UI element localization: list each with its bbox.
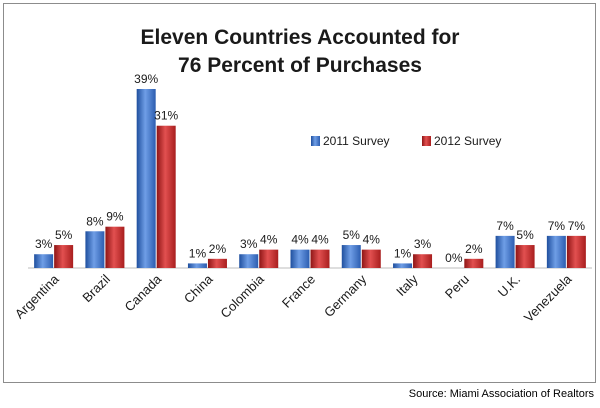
legend-swatch-2011	[311, 136, 320, 146]
bar-2011-colombia	[239, 254, 259, 268]
bar-2011-germany	[341, 245, 361, 268]
data-label-2012-germany: 4%	[363, 233, 381, 247]
bar-2011-canada	[136, 89, 156, 268]
category-label-peru: Peru	[442, 272, 472, 302]
category-label-uk: U.K.	[495, 272, 523, 300]
bar-2012-germany	[361, 249, 381, 268]
category-label-germany: Germany	[321, 271, 370, 320]
data-label-2011-argentina: 3%	[35, 237, 53, 251]
category-label-france: France	[279, 272, 318, 311]
category-label-china: China	[181, 271, 216, 306]
data-label-2012-colombia: 4%	[260, 233, 278, 247]
bar-2011-france	[290, 249, 310, 268]
data-label-2011-colombia: 3%	[240, 237, 258, 251]
bar-2012-colombia	[259, 249, 279, 268]
bar-2011-venezuela	[546, 235, 566, 268]
bar-2011-brazil	[85, 231, 105, 268]
bar-2011-china	[187, 263, 207, 268]
data-label-2012-china: 2%	[209, 242, 227, 256]
bar-2012-peru	[464, 258, 484, 268]
chart-title-line-1: Eleven Countries Accounted for	[141, 26, 460, 49]
legend-label-2011: 2011 Survey	[323, 134, 390, 148]
data-label-2011-france: 4%	[291, 233, 309, 247]
chart-frame	[3, 3, 596, 383]
data-label-2011-peru: 0%	[445, 251, 463, 265]
category-label-canada: Canada	[121, 271, 164, 314]
chart-title-line-2: 76 Percent of Purchases	[178, 54, 422, 77]
category-label-venezuela: Venezuela	[521, 271, 575, 325]
data-label-2011-italy: 1%	[394, 246, 412, 260]
bar-2012-italy	[413, 254, 433, 268]
data-label-2012-canada: 31%	[154, 109, 178, 123]
data-label-2012-brazil: 9%	[106, 210, 124, 224]
data-label-2012-venezuela: 7%	[568, 219, 586, 233]
bar-2012-canada	[156, 125, 176, 268]
data-label-2011-canada: 39%	[134, 72, 158, 86]
data-label-2012-france: 4%	[311, 233, 329, 247]
bar-2011-italy	[393, 263, 413, 268]
bar-2012-venezuela	[566, 235, 586, 268]
data-label-2011-china: 1%	[189, 246, 207, 260]
category-label-brazil: Brazil	[79, 271, 113, 305]
data-label-2012-peru: 2%	[465, 242, 483, 256]
legend-label-2012: 2012 Survey	[434, 134, 501, 148]
data-label-2011-germany: 5%	[343, 228, 361, 242]
bar-2012-france	[310, 249, 330, 268]
data-label-2011-venezuela: 7%	[548, 219, 566, 233]
category-label-colombia: Colombia	[217, 271, 267, 321]
bar-2011-argentina	[34, 254, 54, 268]
data-label-2011-brazil: 8%	[86, 214, 104, 228]
bar-2012-china	[207, 258, 227, 268]
data-label-2012-uk: 5%	[516, 228, 534, 242]
bar-2011-uk	[495, 235, 515, 268]
source-note: Source: Miami Association of Realtors	[408, 388, 594, 400]
bar-2012-brazil	[105, 226, 125, 268]
bar-2012-argentina	[54, 245, 74, 268]
legend-swatch-2012	[422, 136, 431, 146]
category-label-argentina: Argentina	[12, 271, 63, 322]
data-label-2012-italy: 3%	[414, 237, 432, 251]
data-label-2011-uk: 7%	[496, 219, 514, 233]
category-label-italy: Italy	[393, 271, 421, 299]
bar-2012-uk	[515, 245, 535, 268]
data-label-2012-argentina: 5%	[55, 228, 73, 242]
